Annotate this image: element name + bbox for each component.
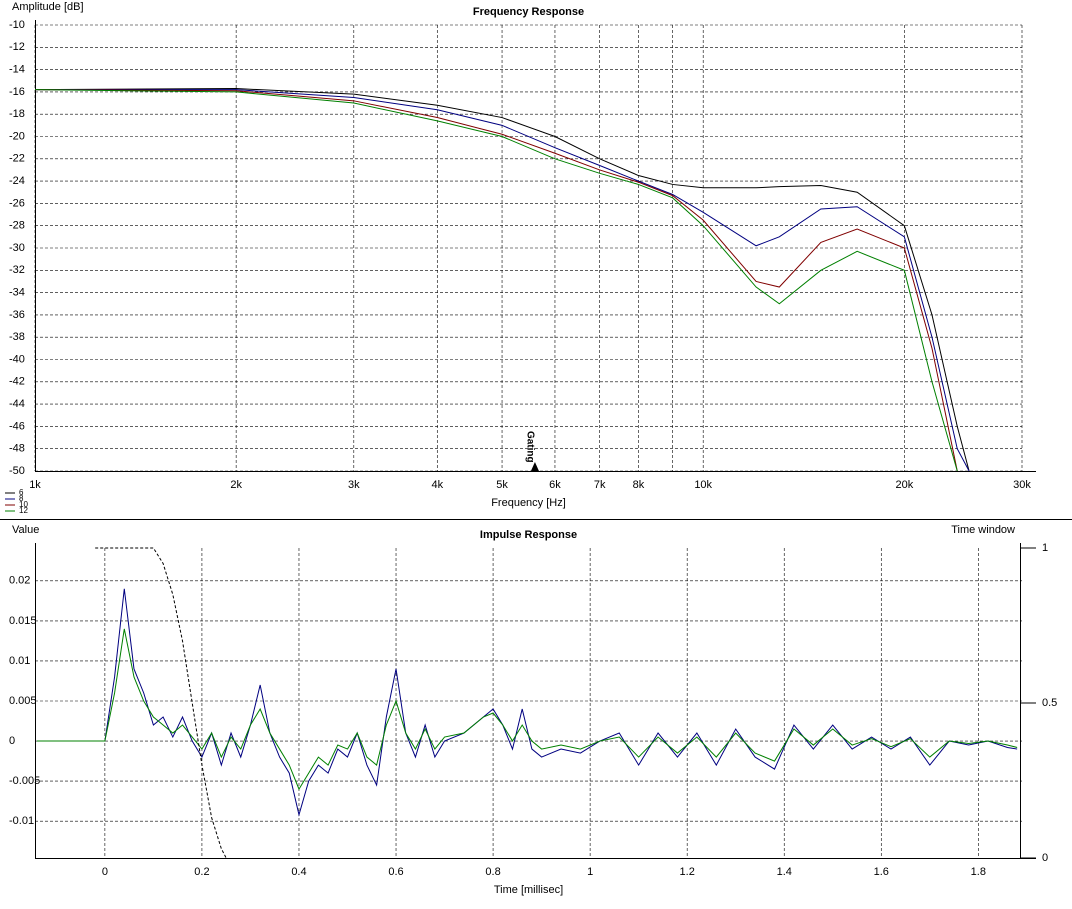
x-tick-label: 10k [694, 479, 712, 491]
annotation-marker [530, 462, 539, 471]
annotation: Gating [524, 431, 535, 463]
y-tick-label: -38 [9, 331, 25, 343]
y-tick-label: -26 [9, 197, 25, 209]
y-tick-label: -46 [9, 420, 25, 432]
plot-area [36, 547, 1018, 859]
x-tick-label: 4k [431, 479, 443, 491]
x-tick-label: 0.2 [194, 866, 209, 878]
y-tick-label: -36 [9, 309, 25, 321]
y2-tick-label: 1 [1042, 542, 1048, 554]
x-tick-label: 0.4 [291, 866, 306, 878]
x-tick-label: 6k [549, 479, 561, 491]
y-tick-label: 0.02 [9, 575, 30, 587]
y-tick-label: -30 [9, 242, 25, 254]
x-tick-label: 1 [587, 866, 593, 878]
x-tick-label: 0.8 [485, 866, 500, 878]
x-tick-label: 3k [348, 479, 360, 491]
y2-tick-label: 0.5 [1042, 697, 1057, 709]
legend-label: 10 [19, 500, 28, 509]
x-tick-label: 2k [230, 479, 242, 491]
legend-label: 6 [19, 488, 24, 497]
y2-tick-label: 0 [1042, 852, 1048, 864]
legend-label: 8 [19, 494, 24, 503]
y-tick-label: -16 [9, 86, 25, 98]
x-tick-label: 1.8 [971, 866, 986, 878]
y-tick-label: -0.005 [9, 775, 40, 787]
y-tick-label: -28 [9, 220, 25, 232]
series-line [35, 89, 958, 472]
y-axis-label: Value [12, 524, 39, 536]
y-tick-label: -40 [9, 353, 25, 365]
x-tick-label: 7k [594, 479, 606, 491]
x-tick-label: 0.6 [388, 866, 403, 878]
y-tick-label: -12 [9, 41, 25, 53]
plot-area [35, 88, 970, 472]
series-line [35, 89, 970, 472]
y-tick-label: -10 [9, 19, 25, 31]
x-tick-label: 8k [633, 479, 645, 491]
y-tick-label: -42 [9, 376, 25, 388]
y-tick-label: -20 [9, 130, 25, 142]
x-tick-label: 0 [102, 866, 108, 878]
y-tick-label: -32 [9, 264, 25, 276]
x-tick-label: 1.6 [874, 866, 889, 878]
x-tick-label: 5k [496, 479, 508, 491]
y-tick-label: -34 [9, 287, 25, 299]
x-tick-label: 1.4 [777, 866, 792, 878]
y-tick-label: -44 [9, 398, 25, 410]
y-tick-label: -22 [9, 153, 25, 165]
x-tick-label: 1.2 [680, 866, 695, 878]
y-tick-label: -14 [9, 64, 25, 76]
y-axis-label: Amplitude [dB] [12, 1, 84, 13]
x-tick-label: 20k [895, 479, 913, 491]
y-tick-label: -48 [9, 443, 25, 455]
y-tick-label: -0.01 [9, 815, 34, 827]
y2-axis-label: Time window [951, 524, 1015, 536]
chart-title: Impulse Response [480, 529, 577, 541]
y-tick-label: -24 [9, 175, 25, 187]
x-axis-label: Frequency [Hz] [491, 497, 566, 509]
series-line [35, 89, 958, 472]
x-axis-label: Time [millisec] [494, 884, 563, 896]
y-tick-label: -18 [9, 108, 25, 120]
legend-label: 12 [19, 506, 28, 515]
y-tick-label: 0.005 [9, 695, 37, 707]
chart-title: Frequency Response [473, 6, 584, 18]
y-tick-label: -50 [9, 465, 25, 477]
series-line [95, 547, 227, 859]
x-tick-label: 1k [29, 479, 41, 491]
y-tick-label: 0 [9, 735, 15, 747]
series-line [36, 628, 1018, 791]
y-tick-label: 0.015 [9, 615, 37, 627]
y-tick-label: 0.01 [9, 655, 30, 667]
x-tick-label: 30k [1013, 479, 1031, 491]
series-line [35, 88, 970, 472]
